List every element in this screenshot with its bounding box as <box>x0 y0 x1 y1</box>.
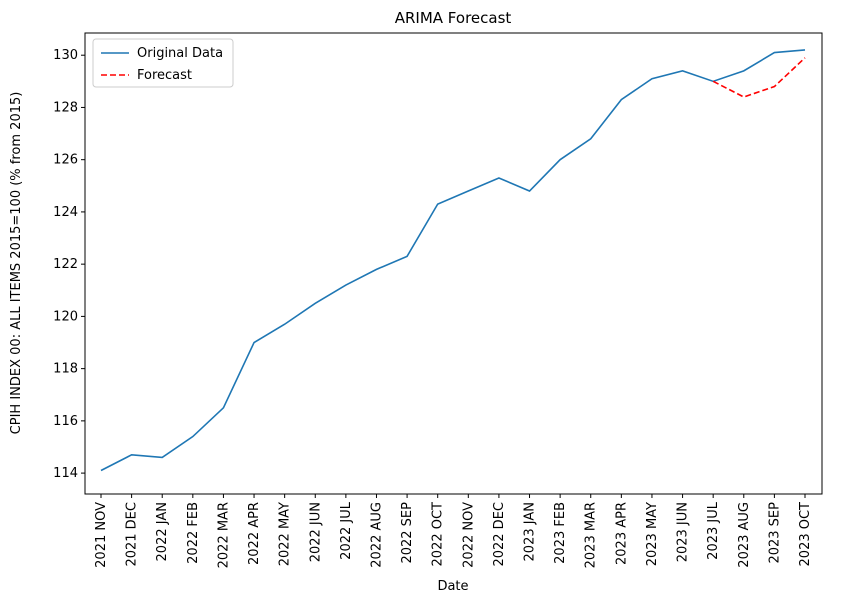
x-tick-label: 2021 NOV <box>94 502 109 568</box>
x-tick-label: 2023 AUG <box>737 502 752 568</box>
y-tick-label: 116 <box>53 414 78 429</box>
chart-title: ARIMA Forecast <box>395 9 512 27</box>
series-line <box>712 57 806 98</box>
x-axis-label: Date <box>437 579 468 594</box>
x-tick-label: 2021 DEC <box>125 502 140 567</box>
y-tick-label: 124 <box>53 205 78 220</box>
x-tick-label: 2022 JUN <box>308 502 323 562</box>
x-tick-label: 2022 MAY <box>278 502 293 566</box>
x-tick-label: 2023 SEP <box>767 502 782 564</box>
x-tick-label: 2023 MAY <box>645 502 660 566</box>
y-axis-label: CPIH INDEX 00: ALL ITEMS 2015=100 (% fro… <box>9 92 24 435</box>
x-tick-label: 2023 FEB <box>553 502 568 564</box>
x-tick-label: 2023 MAR <box>584 502 599 568</box>
x-tick-label: 2022 FEB <box>186 502 201 564</box>
legend-label: Original Data <box>137 46 223 61</box>
y-tick-label: 118 <box>53 362 78 377</box>
x-tick-label: 2022 SEP <box>400 502 415 564</box>
x-tick-label: 2022 JUL <box>339 501 354 560</box>
x-tick-label: 2022 OCT <box>431 502 446 567</box>
y-tick-label: 122 <box>53 257 78 272</box>
x-tick-label: 2023 JUN <box>676 502 691 562</box>
x-tick-label: 2022 DEC <box>492 502 507 567</box>
x-tick-label: 2022 AUG <box>369 502 384 568</box>
x-tick-label: 2023 APR <box>614 502 629 565</box>
y-tick-label: 130 <box>53 48 78 63</box>
x-tick-label: 2023 OCT <box>798 502 813 567</box>
x-tick-label: 2022 APR <box>247 502 262 565</box>
x-tick-label: 2022 MAR <box>216 502 231 568</box>
x-tick-label: 2023 JUL <box>706 501 721 560</box>
legend-label: Forecast <box>137 68 192 83</box>
series-line <box>100 49 806 472</box>
x-tick-label: 2022 JAN <box>155 502 170 561</box>
y-tick-label: 114 <box>53 466 78 481</box>
x-tick-label: 2023 JAN <box>523 502 538 561</box>
plot-frame <box>84 32 823 495</box>
legend: Original Data Forecast <box>92 38 234 88</box>
y-tick-label: 126 <box>53 153 78 168</box>
x-tick-label: 2022 NOV <box>461 502 476 568</box>
y-tick-label: 120 <box>53 309 78 324</box>
y-tick-label: 128 <box>53 100 78 115</box>
